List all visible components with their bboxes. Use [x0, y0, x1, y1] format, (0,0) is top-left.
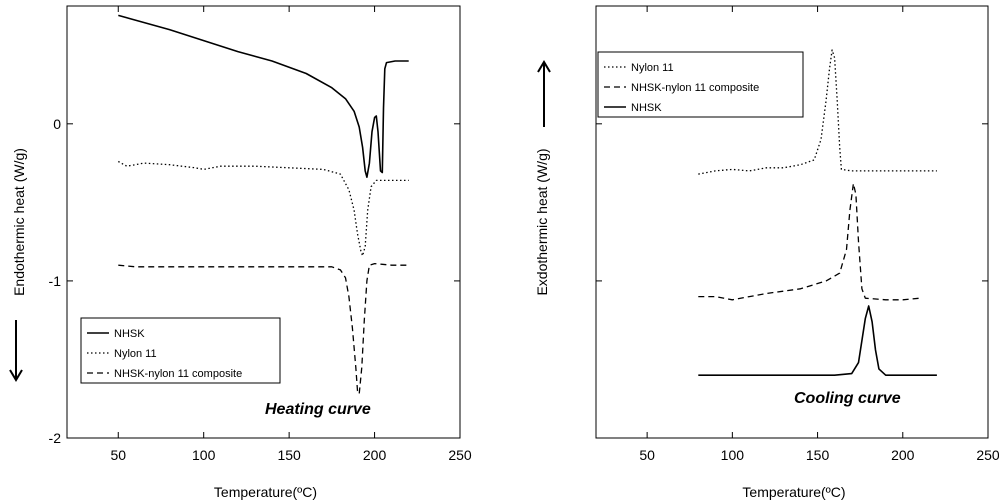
x-tick-label: 150: [806, 447, 830, 463]
legend-entry: NHSK-nylon 11 composite: [114, 368, 242, 380]
curve-annotation: Heating curve: [265, 401, 371, 418]
legend-entry: NHSK-nylon 11 composite: [631, 82, 759, 94]
x-tick-label: 100: [721, 447, 745, 463]
plot-frame: [66, 5, 461, 439]
x-tick-label: 100: [192, 447, 216, 463]
x-tick-label: 50: [639, 447, 655, 463]
x-tick-label: 250: [976, 447, 999, 463]
series-line-nylon-11: [117, 160, 409, 257]
chart-panel-left: 50 100 150 200 250 0 -1 -2 Temperature(ºC) Endoth…: [9, 5, 472, 500]
y-axis-label: Endothermic heat (W/g): [11, 148, 27, 296]
series-line-nylon-11: [698, 49, 937, 175]
y-tick-label: -2: [49, 430, 62, 446]
x-tick-label: 200: [891, 447, 915, 463]
series-line-nhsk: [118, 14, 409, 178]
legend-entry: NHSK: [631, 102, 662, 114]
arrow-up-icon: [537, 60, 551, 127]
legend-entry: NHSK: [114, 328, 145, 340]
legend: NHSK Nylon 11 NHSK-nylon 11 composite: [80, 317, 281, 384]
series-line-nhsk-nylon-11-composite: [118, 262, 409, 395]
x-tick-label: 250: [448, 447, 472, 463]
x-axis-label: Temperature(ºC): [742, 484, 845, 500]
arrow-down-icon: [9, 320, 23, 382]
plot-frame: [595, 5, 989, 439]
legend: Nylon 11 NHSK-nylon 11 composite NHSK: [597, 51, 804, 118]
series-line-nhsk-nylon-11-composite: [698, 182, 920, 301]
legend-entry: Nylon 11: [631, 62, 674, 74]
curve-annotation: Cooling curve: [794, 390, 901, 407]
y-axis-label: Exdothermic heat (W/g): [534, 148, 550, 295]
chart-panel-right: 50 100 150 200 250 Temperature(ºC) Exdothermic…: [534, 5, 999, 500]
legend-entry: Nylon 11: [114, 348, 157, 360]
x-tick-label: 150: [277, 447, 301, 463]
y-tick-label: 0: [53, 116, 61, 132]
x-tick-label: 200: [363, 447, 387, 463]
x-tick-label: 50: [110, 447, 126, 463]
y-tick-label: -1: [49, 273, 62, 289]
series-line-nhsk: [698, 305, 937, 376]
x-axis-label: Temperature(ºC): [214, 484, 317, 500]
